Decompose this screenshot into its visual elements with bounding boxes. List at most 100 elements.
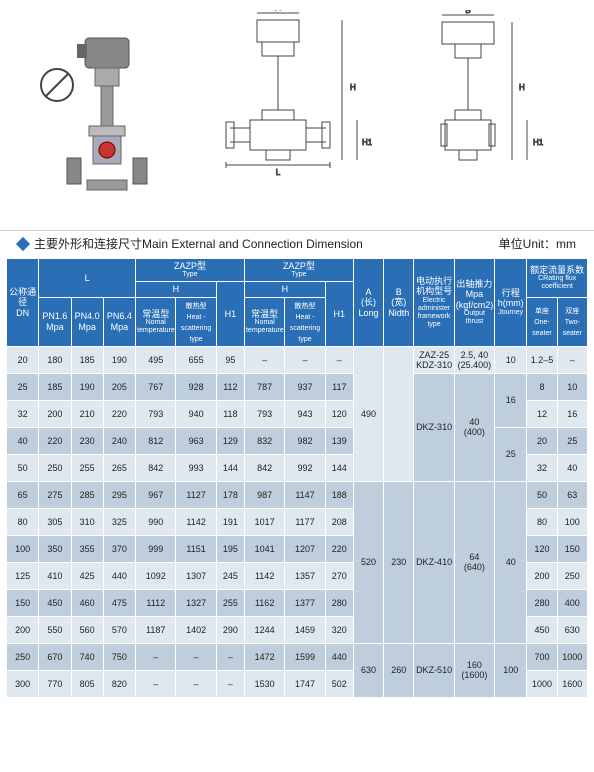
col-elec: 电动执行机构型号Electric administer framework ty… — [414, 259, 454, 347]
table-cell: – — [216, 643, 244, 670]
table-row: 250670740750–––14721599440630260DKZ-5101… — [7, 643, 588, 670]
table-cell: 460 — [71, 589, 103, 616]
svg-text:H: H — [519, 83, 525, 92]
table-cell: 1402 — [176, 616, 216, 643]
table-body: 2018018519049565595–––490ZAZ-25 KDZ-3102… — [7, 346, 588, 697]
table-cell: 793 — [244, 400, 284, 427]
col-A: A (长) Long — [353, 259, 383, 347]
table-cell: 80 — [527, 508, 557, 535]
table-row: 2018018519049565595–––490ZAZ-25 KDZ-3102… — [7, 346, 588, 373]
table-cell: 1112 — [136, 589, 176, 616]
col-B: B (宽) Nidth — [384, 259, 414, 347]
table-cell: 570 — [103, 616, 135, 643]
table-cell: 1357 — [285, 562, 325, 589]
table-cell: 1244 — [244, 616, 284, 643]
table-cell: 200 — [7, 616, 39, 643]
table-cell: 100 — [495, 643, 527, 697]
table-cell: 1207 — [285, 535, 325, 562]
table-cell: 370 — [103, 535, 135, 562]
table-cell: – — [216, 670, 244, 697]
table-cell: 63 — [557, 481, 587, 508]
table-cell: 440 — [325, 643, 353, 670]
table-cell: 117 — [325, 373, 353, 400]
diagram-row: L H H1 A B H — [0, 0, 594, 230]
table-cell: 1472 — [244, 643, 284, 670]
table-cell: 120 — [325, 400, 353, 427]
table-cell: 250 — [557, 562, 587, 589]
table-cell: 50 — [7, 454, 39, 481]
table-cell: 450 — [527, 616, 557, 643]
table-cell: 178 — [216, 481, 244, 508]
table-cell: 1.2–5 — [527, 346, 557, 373]
table-cell: 987 — [244, 481, 284, 508]
col-H1-a: H1 — [216, 282, 244, 347]
table-cell: 100 — [557, 508, 587, 535]
table-cell: – — [285, 346, 325, 373]
table-cell: 440 — [103, 562, 135, 589]
table-cell: 255 — [216, 589, 244, 616]
table-cell: 220 — [103, 400, 135, 427]
table-cell: 1147 — [285, 481, 325, 508]
table-cell: 205 — [103, 373, 135, 400]
table-cell: 1142 — [244, 562, 284, 589]
table-row: 6527528529596711271789871147188520230DKZ… — [7, 481, 588, 508]
table-cell: 191 — [216, 508, 244, 535]
section-title: 主要外形和连接尺寸Main External and Connection Di… — [18, 235, 363, 252]
unit-text: 单位Unit：mm — [499, 235, 576, 252]
table-cell: 210 — [71, 400, 103, 427]
table-cell: 150 — [7, 589, 39, 616]
table-cell: 495 — [136, 346, 176, 373]
table-cell: 290 — [216, 616, 244, 643]
table-cell: 295 — [103, 481, 135, 508]
table-cell: 250 — [39, 454, 71, 481]
table-cell: 300 — [7, 670, 39, 697]
table-cell: – — [176, 670, 216, 697]
table-cell: 280 — [325, 589, 353, 616]
table-cell: ZAZ-25 KDZ-310 — [414, 346, 454, 373]
table-cell: DKZ-310 — [414, 373, 454, 481]
table-cell: 1092 — [136, 562, 176, 589]
table-cell: 270 — [325, 562, 353, 589]
col-pn64: PN6.4 Mpa — [103, 297, 135, 346]
table-cell: 20 — [527, 427, 557, 454]
table-cell: 842 — [244, 454, 284, 481]
col-norm-a: 常温型Nomal temperature — [136, 297, 176, 346]
table-cell: 220 — [325, 535, 353, 562]
table-cell: 125 — [7, 562, 39, 589]
section-title-row: 主要外形和连接尺寸Main External and Connection Di… — [0, 230, 594, 258]
col-one: 单座 One-seater — [527, 297, 557, 346]
table-cell: 10 — [495, 346, 527, 373]
table-cell: 310 — [71, 508, 103, 535]
table-cell: 770 — [39, 670, 71, 697]
table-cell: 982 — [285, 427, 325, 454]
table-cell: 832 — [244, 427, 284, 454]
table-cell: 230 — [384, 481, 414, 643]
table-cell: 1307 — [176, 562, 216, 589]
table-cell: 325 — [103, 508, 135, 535]
table-cell: 1459 — [285, 616, 325, 643]
table-cell: 200 — [527, 562, 557, 589]
table-cell: 1177 — [285, 508, 325, 535]
table-cell: 188 — [325, 481, 353, 508]
table-cell: 305 — [39, 508, 71, 535]
col-zazp2: ZAZP型Type — [244, 259, 353, 282]
table-cell: 812 — [136, 427, 176, 454]
table-cell: 490 — [353, 346, 383, 481]
table-cell: – — [244, 346, 284, 373]
table-cell: 560 — [71, 616, 103, 643]
table-cell: 16 — [557, 400, 587, 427]
table-cell: 275 — [39, 481, 71, 508]
table-cell: 350 — [39, 535, 71, 562]
table-header: 公称通径 DN L ZAZP型Type ZAZP型Type A (长) Long… — [7, 259, 588, 347]
table-cell: 928 — [176, 373, 216, 400]
table-cell: 355 — [71, 535, 103, 562]
table-cell: 1530 — [244, 670, 284, 697]
table-cell: 230 — [71, 427, 103, 454]
table-cell: 40 (400) — [454, 373, 494, 481]
col-heat-b: 散热型 Heat -scattering type — [285, 297, 325, 346]
table-cell: 280 — [527, 589, 557, 616]
table-cell: 10 — [557, 373, 587, 400]
table-cell: 2.5, 40 (25.400) — [454, 346, 494, 373]
table-cell: 200 — [39, 400, 71, 427]
table-cell: 208 — [325, 508, 353, 535]
